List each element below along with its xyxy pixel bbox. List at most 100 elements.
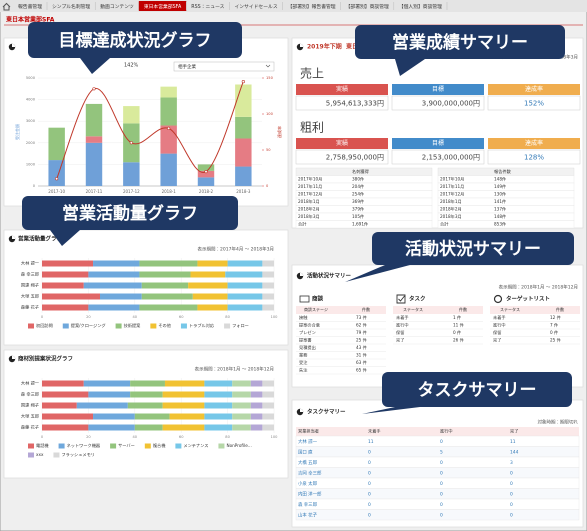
bar-segment [42,413,94,420]
nav-tab[interactable]: 動画コンテンツ [100,3,134,10]
table-cell[interactable]: 大橋 五郎 [298,459,318,466]
table-cell: 2018年1月 [440,198,462,205]
y-tick-label: 国達 翔子 [21,282,39,289]
group-title: 商談 [312,295,324,303]
metric-value: 152% [524,100,544,108]
bar-segment [42,271,89,278]
legend-swatch [53,452,60,458]
bar-segment [162,391,205,398]
bar [235,116,252,139]
bar-segment [262,282,274,289]
table-cell: 0 [368,470,371,476]
table-cell: 380件 [352,175,364,182]
metric-value: 3,900,000,000円 [422,100,480,108]
table-cell: 254件 [352,190,364,197]
table-cell: 2017年12月 [298,190,322,197]
table-cell[interactable]: 国口 直 [298,448,313,455]
table-cell[interactable]: 吉岡 幸三郎 [298,470,322,476]
panel [291,264,584,388]
nav-tab[interactable]: RSS：ニュース [191,4,224,10]
y-tick-label: 2000 [26,141,36,145]
metric-value: 2,758,950,000円 [326,154,384,162]
nav-tab[interactable]: 報告書管理 [18,3,42,10]
metric-box [295,149,389,165]
nav-tab[interactable]: インサイドセールス [234,4,277,10]
table-cell: 11 [510,439,516,445]
nav-tab[interactable]: 【個人別】商談管理 [399,3,442,10]
nav-tab-active [138,1,187,11]
callout-label: 営業活動量グラフ [62,203,198,224]
y2-tick-label: 150 [266,76,274,80]
table-cell[interactable]: 大林 諒一 [298,438,318,445]
table-cell: 0 [368,491,371,497]
x-tick-label: 40 [133,435,138,439]
table-cell: 0 [440,470,443,476]
bar-segment [169,413,205,420]
table-cell: 0 [510,512,513,518]
bar-segment [225,271,263,278]
table-cell: 未着手 [396,314,409,321]
table-cell[interactable]: 内田 洋一郎 [298,490,322,497]
home-icon[interactable] [2,2,11,11]
bar-segment [227,293,263,300]
legend-label: 複合機 [153,442,166,449]
nav-tab[interactable]: シンプル名刺管理 [52,3,90,10]
table-cell: 144 [510,449,519,455]
legend-label: xxx [36,452,44,457]
bar-segment [204,380,233,387]
bar-segment [139,260,198,267]
table-cell: 137件 [494,205,506,212]
legend-label: 初回訪問 [36,322,53,329]
callout-box [28,22,242,58]
table-cell[interactable]: 山本 花子 [298,511,318,518]
table-cell: 0 [510,470,513,476]
nav-tab[interactable]: 【部署別】報告書管理 [288,3,336,10]
table-header-label: ステータス [500,306,520,312]
table-row [295,509,580,521]
bar [85,136,103,143]
filter-value[interactable]: 相手企業 [178,63,196,70]
bar-segment [204,402,233,409]
section-title: タスクサマリー [307,408,346,416]
bar-segment [262,293,274,300]
table-cell: 0 [440,491,443,497]
summary-period-label: 2019年下期 [307,43,342,51]
table-cell: 148件 [494,175,506,182]
bar-segment [262,304,274,311]
nav-tab[interactable]: 【部署別】商談管理 [346,3,389,10]
group-icon [299,295,310,303]
bar-segment [42,424,89,431]
table-row [295,220,433,229]
filter-select[interactable] [173,61,275,72]
metric-box [391,149,485,165]
bar-segment [141,293,193,300]
table-cell: 1 件 [453,314,461,321]
bar [235,138,252,167]
table-header-label: 報告件数 [494,168,512,175]
table-cell: 7 件 [550,321,558,328]
table-cell[interactable]: 小泉 太郎 [298,480,318,487]
table-cell: 369件 [352,198,364,205]
table-row [295,498,580,510]
table-cell: 進行中 [396,321,409,328]
bar-segment [190,271,226,278]
table-cell: 2017年10月 [440,175,464,182]
rate-label: 142% [124,63,139,69]
bar-segment [192,293,228,300]
legend-label: フォロー [232,323,249,328]
legend-label: メンテナンス [183,443,208,449]
bar-segment [204,413,233,420]
bar-segment [262,413,274,420]
bar-segment [250,424,263,431]
legend-swatch [28,323,34,329]
table-cell: 合計 [440,220,449,227]
y-tick-label: 森藤 花子 [21,304,39,311]
table-cell: 105件 [352,213,364,220]
bar-segment [188,282,228,289]
legend-label: 電話機 [36,442,49,449]
bar-segment [204,391,233,398]
table-cell[interactable]: 森 幸三郎 [298,501,318,508]
bar-segment [262,271,274,278]
nav-tab[interactable]: 東日本営業部SFA [144,3,182,10]
